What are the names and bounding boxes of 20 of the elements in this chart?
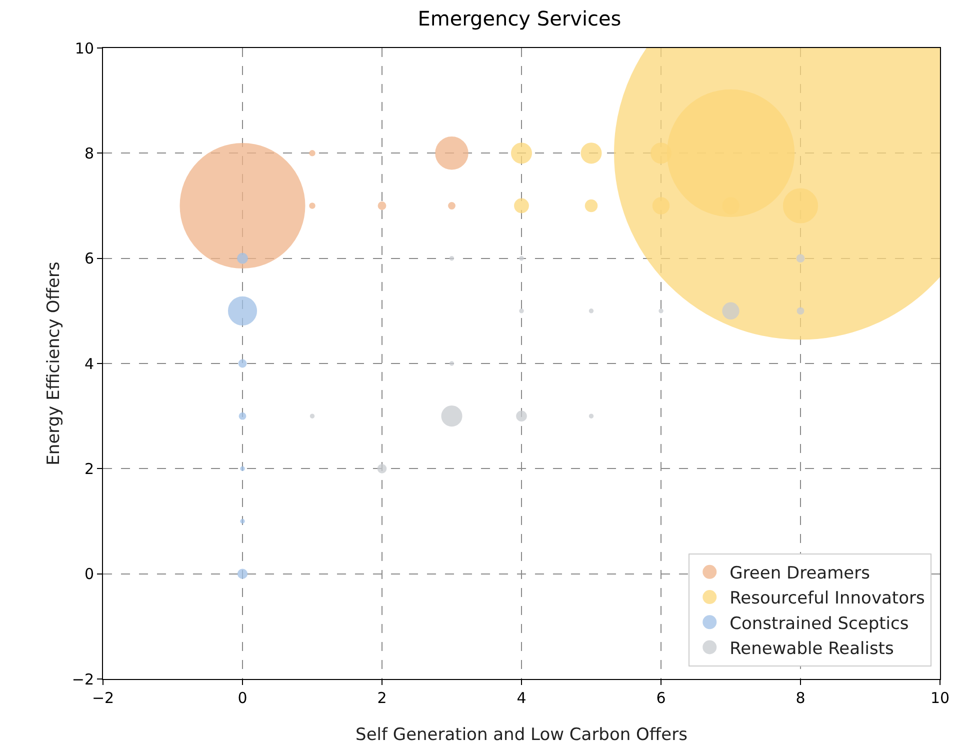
x-tick-label: 0 xyxy=(238,689,248,707)
y-tick-label: 0 xyxy=(84,565,94,584)
legend-label: Constrained Sceptics xyxy=(730,614,909,634)
y-tick-label: 8 xyxy=(84,144,94,162)
chart-title: Emergency Services xyxy=(418,6,622,30)
x-tick-label: 6 xyxy=(656,689,666,707)
legend-label: Renewable Realists xyxy=(730,638,894,659)
x-axis-title: Self Generation and Low Carbon Offers xyxy=(356,725,688,745)
x-tick-label: 8 xyxy=(796,689,806,707)
y-tick-label: 6 xyxy=(84,250,94,268)
y-axis-title: Energy Efficiency Offers xyxy=(44,262,64,466)
x-tick-label: 10 xyxy=(930,689,950,707)
y-tick-label: 2 xyxy=(84,460,94,478)
y-tick-label: −2 xyxy=(72,670,94,688)
x-tick-label: 4 xyxy=(516,689,526,707)
legend-label: Green Dreamers xyxy=(730,564,870,584)
y-tick-label: 10 xyxy=(74,39,94,58)
legend-label: Resourceful Innovators xyxy=(730,588,925,609)
y-tick-label: 4 xyxy=(84,354,94,373)
x-tick-label: 2 xyxy=(377,689,387,707)
